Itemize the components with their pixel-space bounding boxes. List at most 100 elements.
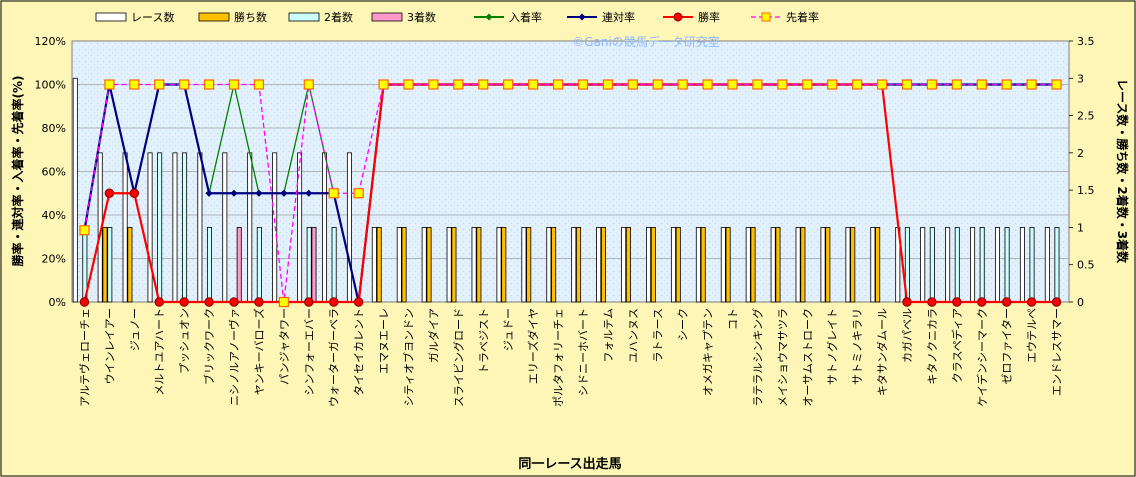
left-axis-ticks: 0% 20% 40% 60% 80% 100% 120% [35,35,66,309]
bar-レース数 [646,227,652,303]
legend-label: 3着数 [407,10,436,24]
marker-先着率 [827,79,838,90]
bar-勝ち数 [625,227,631,303]
bar-2着数 [306,227,312,303]
bar-勝ち数 [451,227,457,303]
legend: レース数 勝ち数 2着数 3着数 入着率 連対率 勝率 先着率 [95,10,819,24]
bar-レース数 [795,227,801,303]
bar-レース数 [596,227,602,303]
marker-先着率 [926,79,938,90]
marker-先着率 [228,79,240,90]
bar-2着数 [206,227,212,303]
category-label: スライビングロード [451,308,465,407]
bar-レース数 [945,227,951,303]
bar-レース数 [222,152,228,303]
bar-レース数 [122,152,128,303]
marker-先着率 [602,79,613,90]
marker-先着率 [752,79,763,90]
legend-swatch-勝ち数 [198,12,230,22]
legend-marker-勝率 [673,12,683,22]
right-tick-label: 3 [1077,72,1084,85]
marker-先着率 [901,79,913,90]
legend-label: 入着率 [509,10,542,24]
marker-先着率 [552,79,564,90]
category-label: ヤンキーバローズ [252,308,266,395]
bar-勝ち数 [376,227,382,303]
marker-勝率 [229,297,239,307]
bar-勝ち数 [675,227,681,303]
left-tick-label: 20% [42,253,66,266]
bar-レース数 [920,227,926,303]
legend-label: レース数 [131,11,174,24]
marker-勝率 [1051,297,1062,307]
marker-勝率 [304,297,314,307]
right-axis-ticks: 0 0.5 1 1.5 2 2.5 3 3.5 [1069,35,1095,309]
category-label: プッシュオン [178,308,191,374]
category-label: キタノクニカラ [926,308,939,385]
category-label: ケイデンシーマーク [975,308,989,407]
marker-先着率 [627,79,638,90]
bar-2着数 [1029,227,1035,303]
marker-先着率 [1051,79,1062,90]
bar-勝ち数 [551,227,557,303]
bar-勝ち数 [576,227,582,303]
category-label: エマヌエーレ [378,308,391,374]
x-axis-label: 同一レース出走馬 [518,456,621,472]
legend-label: 先着率 [786,10,819,24]
bar-レース数 [521,227,527,303]
marker-先着率 [528,79,539,90]
bar-2着数 [979,227,985,303]
bar-勝ち数 [102,227,108,303]
marker-先着率 [129,79,140,90]
category-label: トラベジスト [477,308,490,374]
legend-marker-入着率 [485,13,493,21]
right-tick-label: 3.5 [1077,35,1095,48]
bar-レース数 [546,227,552,303]
marker-勝率 [977,297,987,307]
marker-先着率 [577,79,589,90]
bar-レース数 [670,227,676,303]
marker-先着率 [378,79,389,90]
category-label: ラトラース [652,308,665,362]
marker-先着率 [179,79,190,90]
bar-レース数 [496,227,502,303]
category-label: オーサムストローク [801,308,814,407]
category-label: クラスペディア [950,308,964,383]
marker-勝率 [329,297,339,307]
category-label: メルトユアハート [153,308,166,396]
bar-レース数 [621,227,627,303]
bar-2着数 [1054,227,1060,303]
category-label: ジュドー [502,308,515,351]
y-axis-label-right: レース数・勝ち数・2着数・3着数 [1115,79,1130,264]
marker-勝率 [154,297,164,307]
left-tick-label: 40% [42,209,66,222]
category-label: ジュノー [128,308,141,351]
marker-先着率 [727,79,738,90]
bar-勝ち数 [426,227,432,303]
marker-勝率 [79,297,90,307]
bar-レース数 [396,227,402,303]
category-label: シンフォーエバー [303,308,316,396]
marker-先着率 [1026,79,1037,90]
marker-先着率 [253,79,265,90]
category-label: ウインレイアー [103,308,116,384]
category-label: ガルダイア [426,308,440,363]
marker-勝率 [104,188,115,198]
right-tick-label: 2.5 [1077,110,1095,123]
bar-レース数 [421,227,427,303]
marker-連対率 [255,189,263,197]
left-tick-label: 60% [42,166,66,179]
bar-レース数 [247,152,253,303]
bar-2着数 [929,227,935,303]
category-labels: アルテヴェローチェ ウインレイアー ジュノー メルトユアハート プッシュオン ブリックワー… [77,308,1063,407]
category-label: ゼロファイター [1001,308,1014,385]
bar-レース数 [147,152,153,303]
marker-勝率 [353,297,364,307]
watermark: ©Ganiの競馬データ研究室 [572,34,720,49]
bar-2着数 [182,152,188,303]
left-tick-label: 0% [49,296,66,309]
marker-連対率 [230,189,238,197]
category-label: サトノグレイト [825,308,839,385]
category-label: キタサンダムール [875,308,889,396]
category-label: パンジャタワー [278,308,291,385]
